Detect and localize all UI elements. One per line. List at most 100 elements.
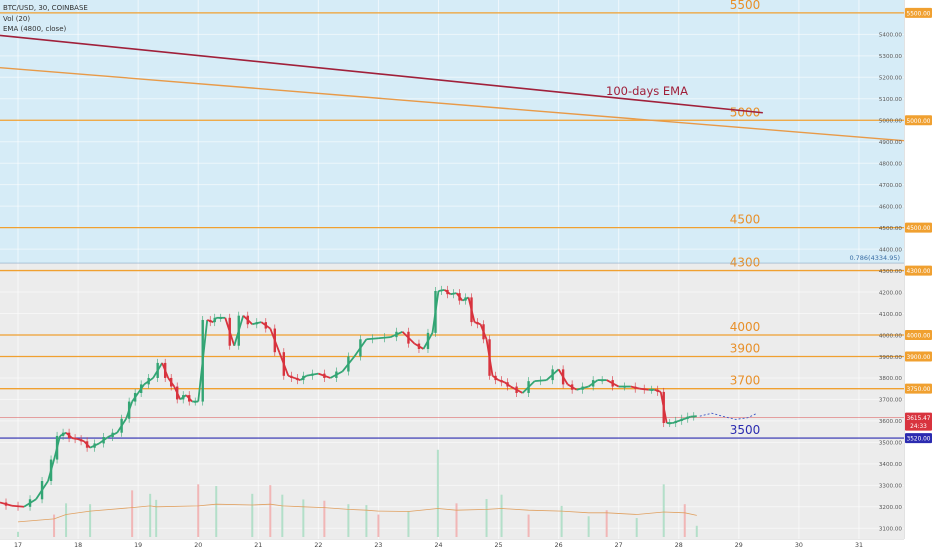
candle-body	[156, 363, 158, 378]
candle-body	[651, 390, 653, 391]
candle-body	[128, 402, 130, 419]
candle-body	[238, 316, 240, 346]
candle-body	[643, 389, 645, 390]
y-tick-label: 3900.00	[879, 355, 903, 361]
fib-label: 0.786(4334.95)	[849, 254, 900, 262]
legend-volume-indicator[interactable]: Vol (20)	[3, 14, 88, 25]
candle-body	[41, 481, 43, 499]
volume-bar	[302, 499, 304, 537]
price-badge-text: 3520.00	[907, 437, 931, 443]
x-tick-label: 28	[675, 542, 683, 549]
y-tick-label: 3100.00	[879, 527, 903, 533]
candle-body	[427, 333, 429, 349]
candle-body	[470, 297, 472, 322]
volume-bar	[696, 526, 698, 537]
volume-bar	[684, 504, 686, 537]
price-badge-text: 4300.00	[907, 269, 931, 275]
candle-body	[482, 324, 484, 339]
candle-body	[446, 290, 448, 294]
candle-body	[134, 393, 136, 402]
candle-body	[140, 384, 142, 393]
volume-bar	[89, 504, 91, 537]
volume-bar	[269, 485, 271, 537]
volume-bar	[663, 484, 665, 537]
y-tick-label: 4800.00	[879, 162, 903, 168]
x-tick-label: 29	[735, 542, 743, 549]
candle-body	[335, 372, 337, 378]
volume-bar	[215, 486, 217, 537]
candle-body	[274, 329, 276, 353]
legend-ema-indicator[interactable]: EMA (4800, close)	[3, 24, 88, 35]
x-tick-label: 21	[254, 542, 262, 549]
price-badge-text: 4500.00	[907, 226, 931, 232]
candle-body	[562, 369, 564, 384]
candle-body	[494, 376, 496, 380]
candle-body	[681, 419, 683, 421]
candle-body	[347, 356, 349, 371]
candle-body	[111, 433, 113, 437]
candle-body	[68, 433, 70, 438]
volume-bar	[131, 490, 133, 537]
volume-bar	[561, 506, 563, 537]
volume-bar	[437, 450, 439, 537]
candle-body	[102, 437, 104, 443]
price-badge-text: 5000.00	[907, 119, 931, 125]
y-tick-label: 5200.00	[879, 76, 903, 82]
candle-body	[434, 291, 436, 333]
candle-body	[170, 378, 172, 387]
candle-body	[500, 380, 502, 382]
y-tick-label: 5100.00	[879, 97, 903, 103]
volume-bar	[251, 494, 253, 537]
candle-body	[120, 419, 122, 433]
candle-body	[418, 344, 420, 349]
x-tick-label: 23	[374, 542, 382, 549]
y-tick-label: 5300.00	[879, 54, 903, 60]
candle-body	[663, 392, 665, 423]
candle-body	[611, 380, 613, 386]
candle-body	[440, 290, 442, 291]
candle-body	[265, 322, 267, 328]
price-badge-text: 5500.00	[907, 11, 931, 17]
candle-body	[675, 421, 677, 423]
candle-body	[407, 332, 409, 344]
candle-body	[515, 387, 517, 393]
y-tick-label: 4100.00	[879, 312, 903, 318]
candle-body	[302, 376, 304, 380]
candle-body	[247, 316, 249, 325]
level-label-3500: 3500	[730, 423, 761, 437]
volume-bar	[281, 495, 283, 537]
x-tick-label: 17	[14, 542, 22, 549]
candle-body	[283, 352, 285, 376]
y-tick-label: 4500.00	[879, 226, 903, 232]
candle-body	[164, 363, 166, 378]
y-tick-label: 4300.00	[879, 269, 903, 275]
countdown-timer-text: 24:33	[910, 424, 927, 430]
volume-bar	[528, 515, 530, 537]
candle-body	[506, 382, 508, 386]
candle-body	[311, 374, 313, 376]
candle-body	[182, 395, 184, 399]
candle-body	[93, 443, 95, 447]
legend-symbol[interactable]: BTC/USD, 30, COINBASE	[3, 3, 88, 14]
volume-bar	[606, 510, 608, 537]
candle-body	[214, 318, 216, 322]
y-tick-label: 3800.00	[879, 376, 903, 382]
level-label-4500: 4500	[730, 213, 761, 227]
y-tick-label: 4900.00	[879, 140, 903, 146]
candle-body	[371, 338, 373, 339]
volume-bar	[17, 532, 19, 537]
candle-body	[592, 380, 594, 386]
candle-body	[693, 416, 695, 417]
candle-body	[296, 378, 298, 380]
y-tick-label: 3500.00	[879, 441, 903, 447]
candle-body	[359, 339, 361, 356]
volume-bar	[501, 495, 503, 537]
candle-body	[452, 293, 454, 294]
y-tick-label: 3400.00	[879, 462, 903, 468]
candle-body	[383, 337, 385, 338]
x-tick-label: 20	[194, 542, 202, 549]
candle-body	[464, 297, 466, 300]
candle-body	[176, 387, 178, 400]
candle-body	[539, 380, 541, 381]
